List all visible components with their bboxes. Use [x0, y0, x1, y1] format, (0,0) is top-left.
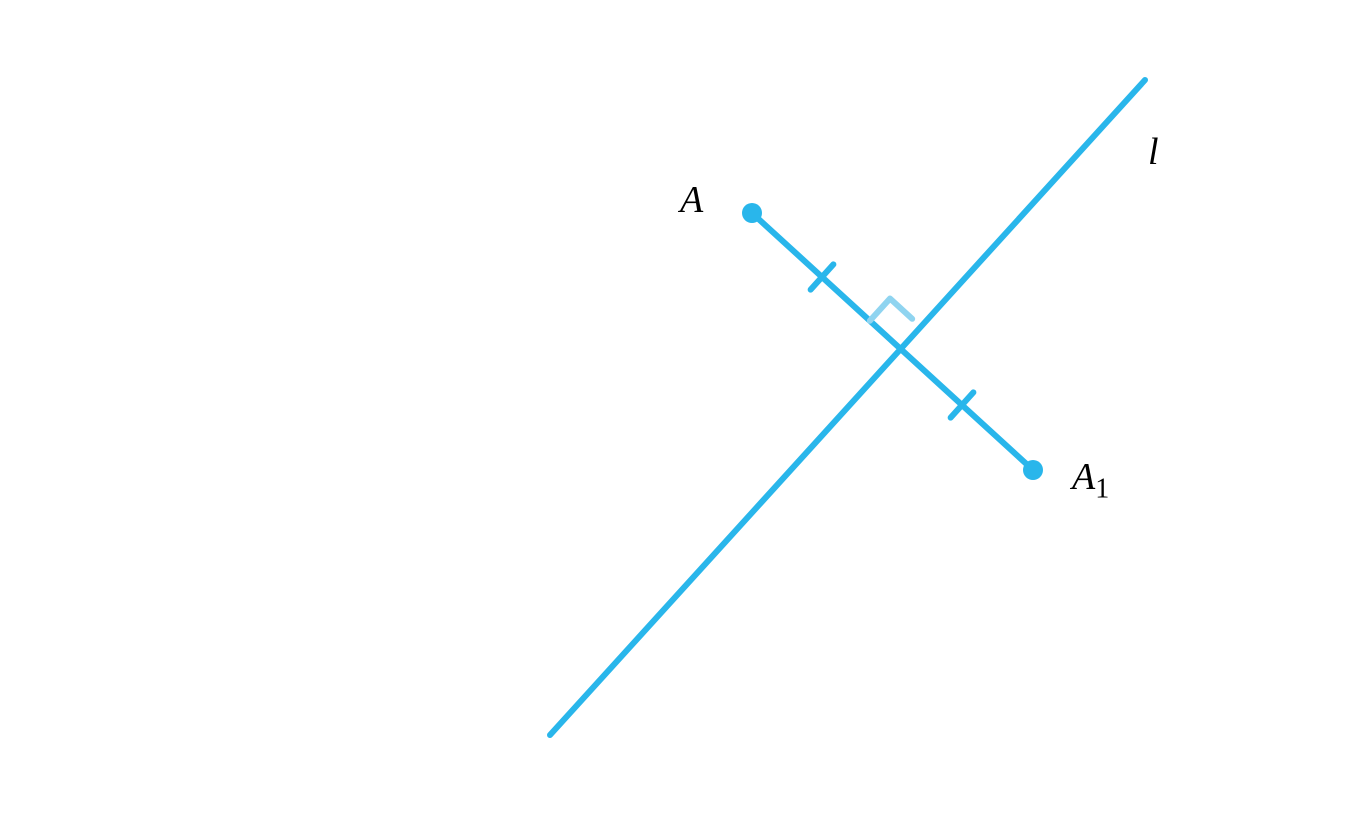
- label-l-text: l: [1148, 131, 1159, 173]
- label-A-text: A: [680, 179, 703, 221]
- label-A1-text: A: [1072, 456, 1095, 498]
- label-A: A: [680, 178, 703, 222]
- label-A1-sub: 1: [1095, 474, 1109, 505]
- diagram-svg: [0, 0, 1350, 838]
- right-angle-marker: [870, 299, 912, 321]
- label-A1: A1: [1072, 455, 1109, 506]
- point-a1: [1023, 460, 1043, 480]
- reflection-diagram: A A1 l: [0, 0, 1350, 838]
- line-l: [550, 80, 1145, 735]
- point-a: [742, 203, 762, 223]
- label-l: l: [1148, 130, 1159, 174]
